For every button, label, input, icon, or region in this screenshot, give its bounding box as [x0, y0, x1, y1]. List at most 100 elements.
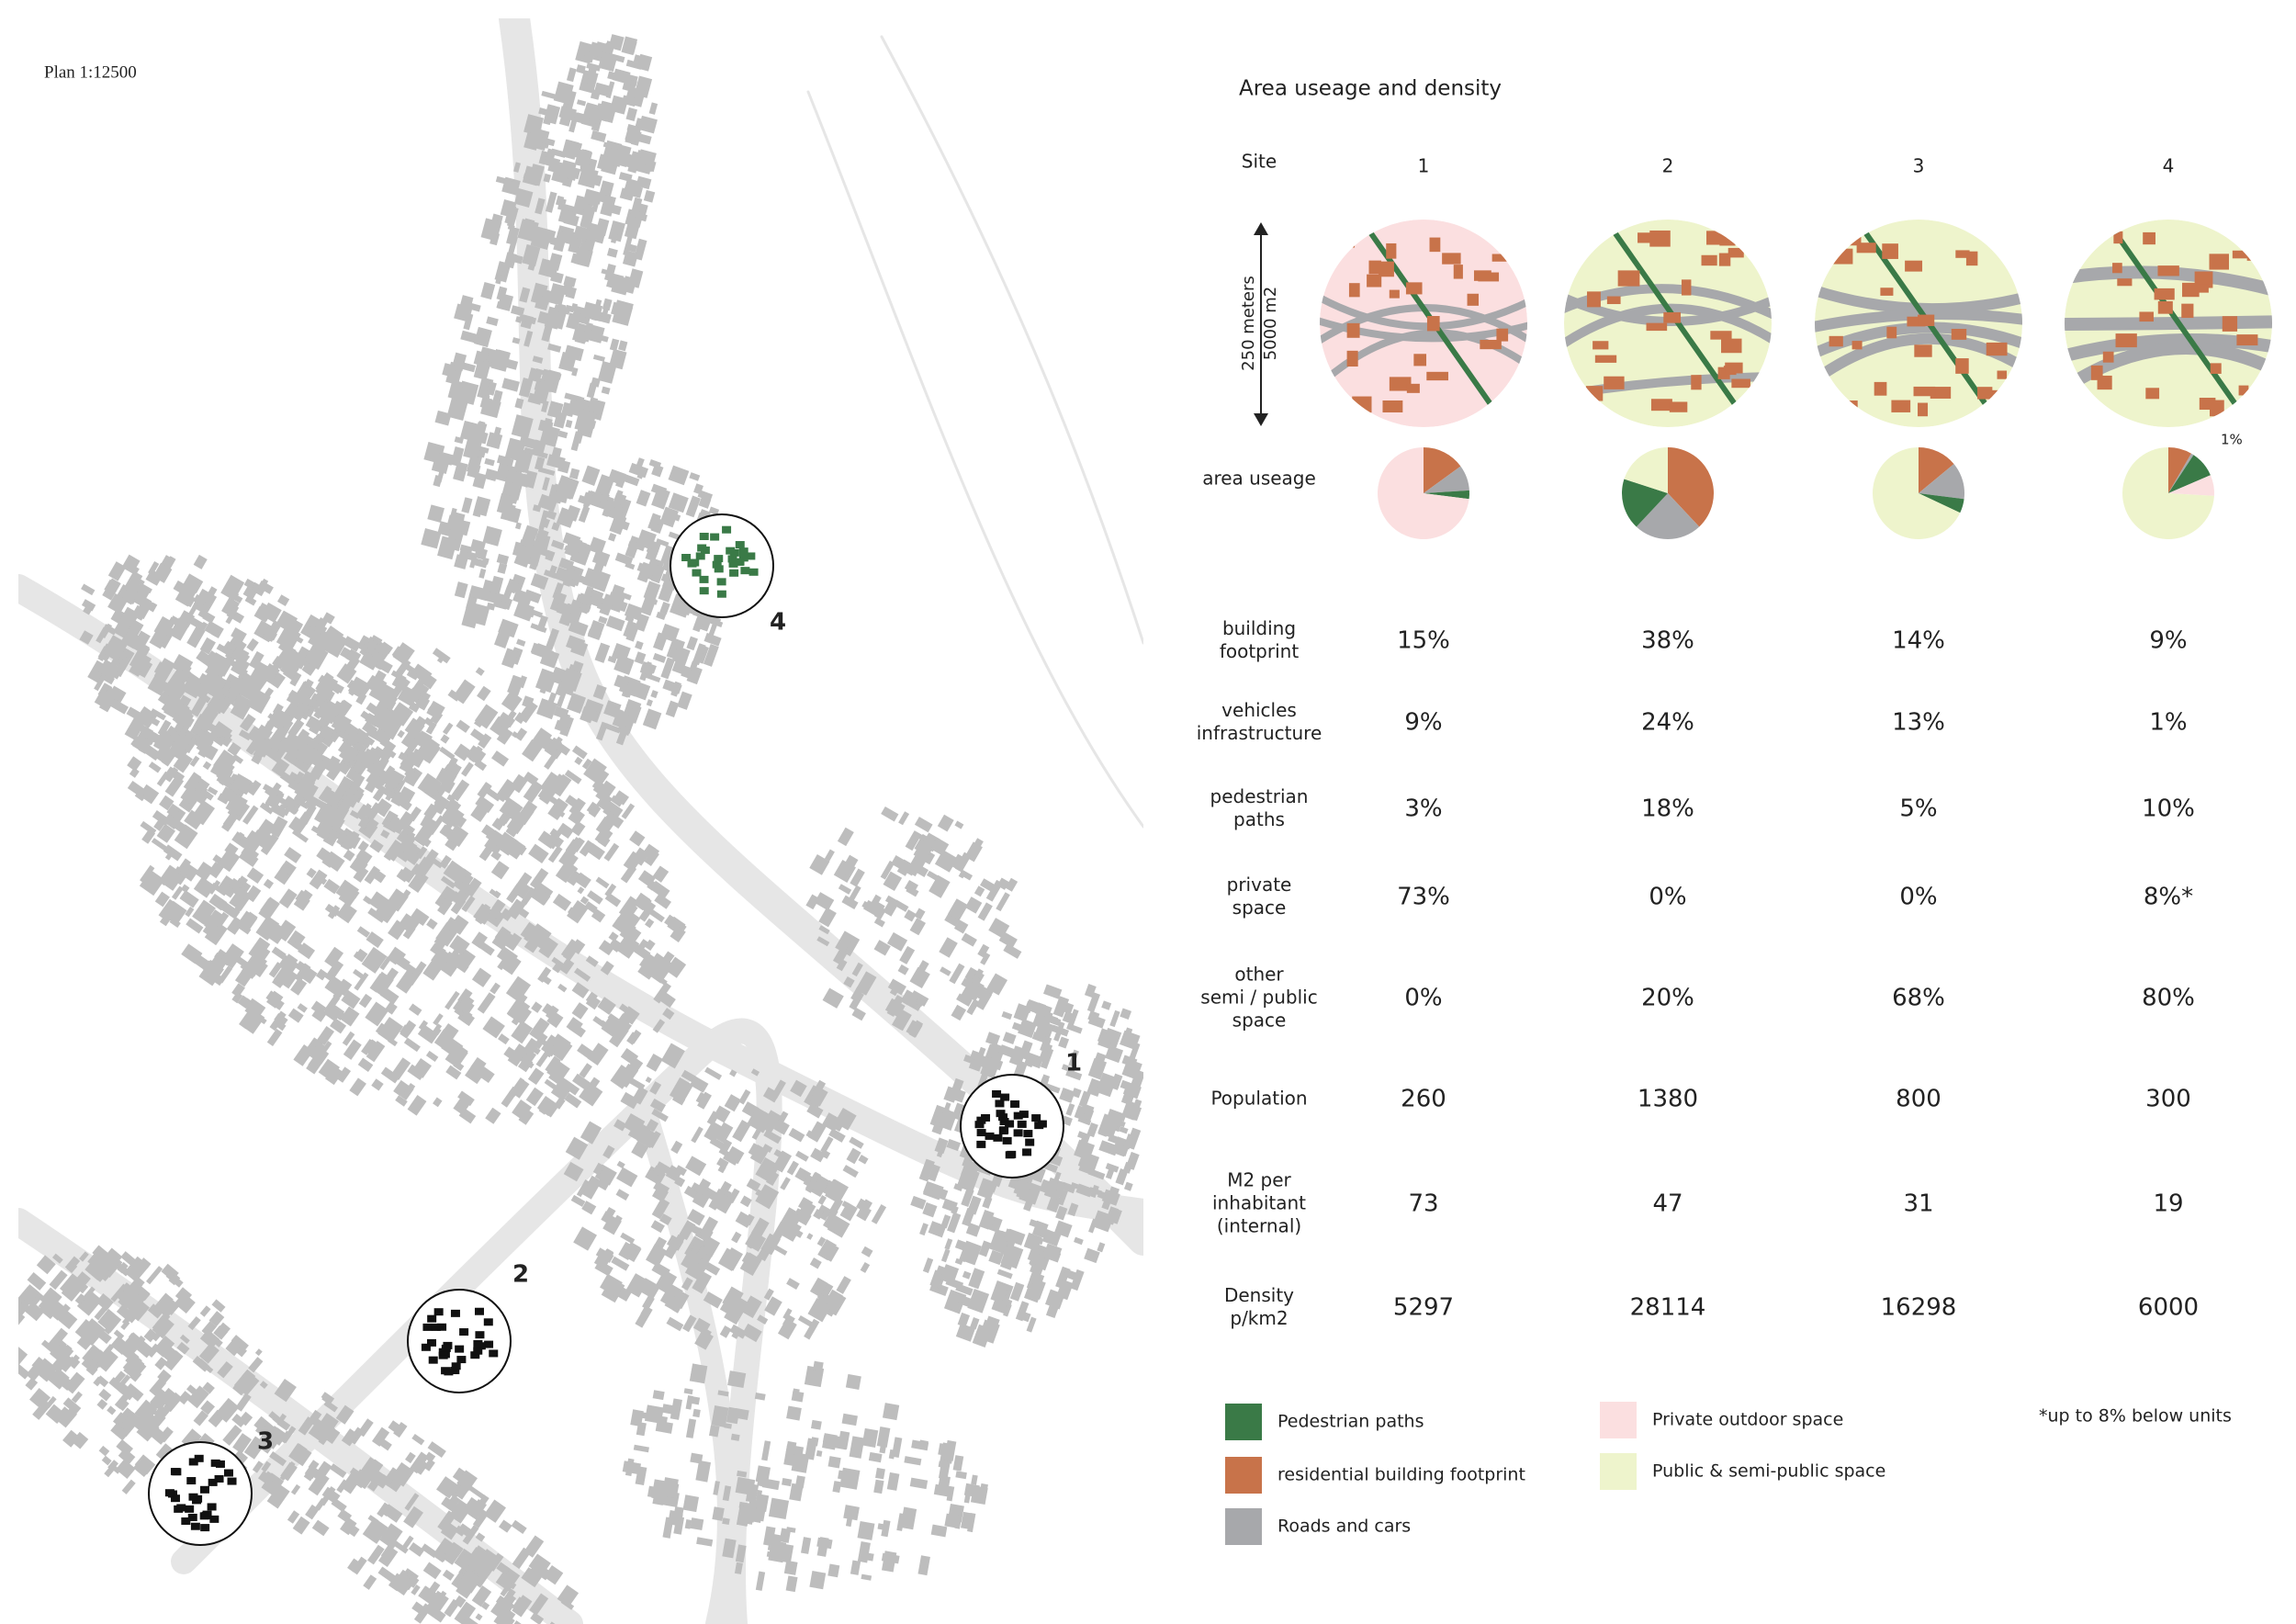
building	[782, 1478, 793, 1487]
building	[782, 1308, 793, 1320]
building	[601, 386, 611, 395]
row-label: paths	[1233, 808, 1285, 830]
building	[954, 1294, 964, 1304]
building	[698, 1216, 719, 1240]
building	[435, 767, 457, 788]
building	[969, 1317, 980, 1330]
building	[371, 1427, 390, 1447]
building	[127, 756, 142, 772]
scale-bar-text: 5000 m2	[1261, 287, 1280, 361]
building	[134, 592, 152, 606]
building	[1002, 1032, 1017, 1045]
building	[193, 1410, 208, 1427]
site-building	[208, 1478, 218, 1486]
building	[592, 1162, 605, 1176]
aerial-building	[1955, 358, 1969, 374]
pie-slice	[1424, 447, 1461, 493]
building	[422, 1562, 442, 1580]
building	[442, 363, 456, 378]
row-value: 0%	[1899, 884, 1937, 911]
building	[628, 1057, 644, 1073]
building	[580, 1121, 602, 1145]
building	[446, 824, 469, 848]
building	[454, 581, 468, 599]
building	[896, 1513, 906, 1531]
building	[408, 1003, 422, 1016]
row-value: 1%	[2149, 709, 2187, 737]
building	[250, 581, 266, 597]
building	[558, 160, 577, 179]
building	[965, 1223, 981, 1237]
building	[354, 972, 369, 991]
building	[613, 654, 635, 675]
building	[786, 1160, 799, 1176]
building	[310, 825, 321, 834]
building	[236, 831, 245, 841]
building	[370, 971, 394, 997]
building	[192, 899, 216, 925]
building	[303, 678, 314, 690]
building	[96, 1375, 109, 1388]
building	[608, 931, 619, 942]
building	[1105, 1045, 1124, 1064]
aerial-building	[1429, 237, 1441, 253]
building	[1115, 1167, 1129, 1186]
building	[312, 629, 334, 654]
aerial-road	[1320, 286, 1527, 331]
building	[985, 879, 1003, 902]
row-value: 38%	[1641, 627, 1694, 655]
building	[689, 472, 701, 481]
building	[598, 615, 608, 625]
row-label: infrastructure	[1197, 722, 1322, 744]
building	[914, 908, 926, 920]
building	[122, 1332, 141, 1352]
building	[514, 398, 524, 410]
site-building	[185, 1505, 195, 1513]
building	[587, 619, 605, 641]
building	[115, 1289, 129, 1302]
building	[636, 53, 653, 72]
pie-slice	[1873, 447, 1961, 539]
building	[27, 1272, 47, 1291]
site-building	[976, 1116, 986, 1124]
building	[642, 708, 662, 730]
building	[1108, 1207, 1122, 1224]
building	[608, 220, 625, 242]
building	[121, 554, 141, 574]
building	[822, 987, 844, 1009]
building	[137, 1404, 157, 1427]
site-building	[735, 541, 745, 549]
building	[202, 1382, 215, 1394]
aerial-building	[1977, 387, 1993, 400]
aerial-building	[1874, 381, 1887, 396]
building	[508, 1581, 517, 1590]
building	[926, 870, 940, 882]
building	[622, 473, 640, 487]
building	[511, 414, 534, 439]
building	[628, 462, 648, 479]
building	[433, 474, 443, 488]
building	[564, 1092, 582, 1109]
building	[650, 690, 658, 699]
building	[462, 1525, 479, 1545]
building	[447, 379, 464, 400]
building	[681, 1069, 696, 1083]
building	[529, 563, 537, 570]
building	[400, 830, 416, 851]
building	[197, 621, 208, 636]
building	[683, 1388, 693, 1395]
building	[477, 992, 496, 1014]
building	[621, 36, 638, 56]
aerial-building	[1663, 311, 1682, 323]
building	[274, 1378, 297, 1403]
building	[442, 1569, 455, 1581]
building	[600, 194, 616, 217]
building	[827, 1456, 841, 1469]
building	[1074, 1236, 1084, 1246]
building	[1031, 1032, 1047, 1043]
building	[858, 1155, 869, 1165]
building	[74, 1319, 95, 1339]
building	[967, 1195, 982, 1215]
building	[609, 513, 627, 536]
building	[525, 738, 544, 759]
